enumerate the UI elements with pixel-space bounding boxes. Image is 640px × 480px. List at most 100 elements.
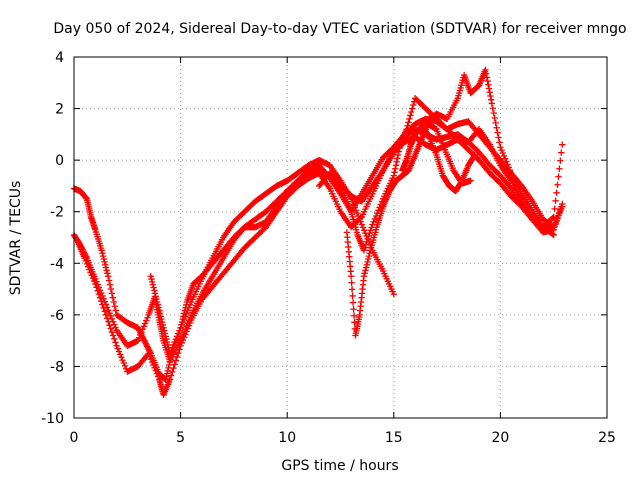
data-point [177, 342, 184, 349]
data-point [93, 284, 100, 291]
data-point [105, 277, 113, 284]
data-point [409, 105, 416, 112]
data-point [348, 279, 355, 286]
y-tick-label: -6 [50, 308, 64, 324]
data-point [558, 149, 565, 156]
data-point [410, 101, 417, 109]
data-point [140, 336, 147, 343]
data-point [147, 356, 155, 363]
data-point [102, 311, 110, 319]
data-point [185, 322, 193, 329]
data-point [92, 280, 99, 288]
data-point [138, 328, 145, 336]
data-point [358, 221, 366, 228]
data-point [360, 272, 368, 280]
data-point [395, 148, 402, 155]
data-point [176, 346, 183, 353]
data-point [172, 336, 180, 343]
data-point [376, 204, 383, 211]
data-point [370, 218, 377, 225]
data-point [550, 231, 557, 239]
y-tick-label: 0 [55, 153, 64, 169]
data-point [143, 343, 151, 350]
data-point [151, 364, 158, 372]
data-point [107, 312, 114, 320]
data-point [99, 301, 106, 308]
data-point [183, 310, 190, 317]
data-point [407, 112, 414, 119]
data-point [149, 281, 157, 288]
data-point [111, 303, 118, 310]
data-point [458, 178, 465, 186]
data-point [497, 144, 504, 151]
data-point [171, 361, 178, 368]
data-point [175, 350, 182, 357]
data-point [166, 361, 173, 369]
data-point [166, 350, 174, 357]
plot-frame [73, 56, 608, 419]
data-point [555, 173, 562, 180]
data-point [154, 373, 162, 380]
data-point [160, 324, 167, 331]
data-point [553, 189, 560, 197]
data-point [155, 304, 162, 311]
data-point [500, 152, 508, 160]
data-point [179, 318, 187, 326]
data-point [161, 327, 168, 334]
x-tick-label: 5 [176, 430, 185, 446]
data-point [371, 215, 379, 223]
data-point [337, 186, 344, 193]
data-point [485, 85, 493, 92]
data-point [167, 347, 175, 354]
data-point [365, 255, 372, 263]
data-point [394, 151, 402, 159]
y-axis-label: SDTVAR / TECUs [8, 181, 24, 296]
data-point [467, 177, 474, 184]
data-point [351, 204, 358, 211]
data-point [109, 332, 117, 339]
data-point [349, 299, 357, 306]
data-point [363, 261, 370, 268]
data-point [182, 313, 189, 320]
data-point [471, 151, 479, 159]
data-point [361, 270, 368, 277]
data-point [94, 287, 101, 294]
data-point [347, 272, 355, 280]
x-tick-label: 10 [278, 430, 296, 446]
data-point [98, 247, 105, 254]
y-tick-label: -8 [50, 359, 64, 375]
data-point [147, 272, 154, 280]
data-point [118, 354, 125, 361]
data-point [109, 294, 117, 301]
data-point [154, 301, 162, 309]
data-point [184, 325, 191, 332]
data-point [549, 230, 556, 238]
data-point [394, 155, 401, 162]
data-point [486, 89, 493, 96]
data-point [153, 298, 161, 306]
data-point [104, 272, 112, 280]
data-point [88, 272, 95, 279]
data-point [492, 119, 499, 127]
data-point [335, 181, 342, 189]
data-point [163, 336, 170, 343]
data-point [95, 291, 103, 298]
data-point [366, 250, 373, 257]
data-point [145, 350, 152, 357]
data-point [141, 337, 148, 344]
data-point [119, 356, 126, 364]
data-point [148, 358, 156, 366]
axis-ticks [73, 56, 608, 419]
data-point [148, 275, 155, 283]
data-point [338, 189, 346, 196]
data-point [96, 294, 104, 301]
x-tick-label: 20 [491, 430, 509, 446]
x-axis-label: GPS time / hours [281, 458, 398, 474]
data-point [362, 241, 370, 248]
series-track-6 [343, 120, 474, 339]
data-point [367, 227, 374, 234]
data-point [103, 315, 111, 322]
data-point [146, 353, 154, 360]
data-point [104, 270, 111, 277]
